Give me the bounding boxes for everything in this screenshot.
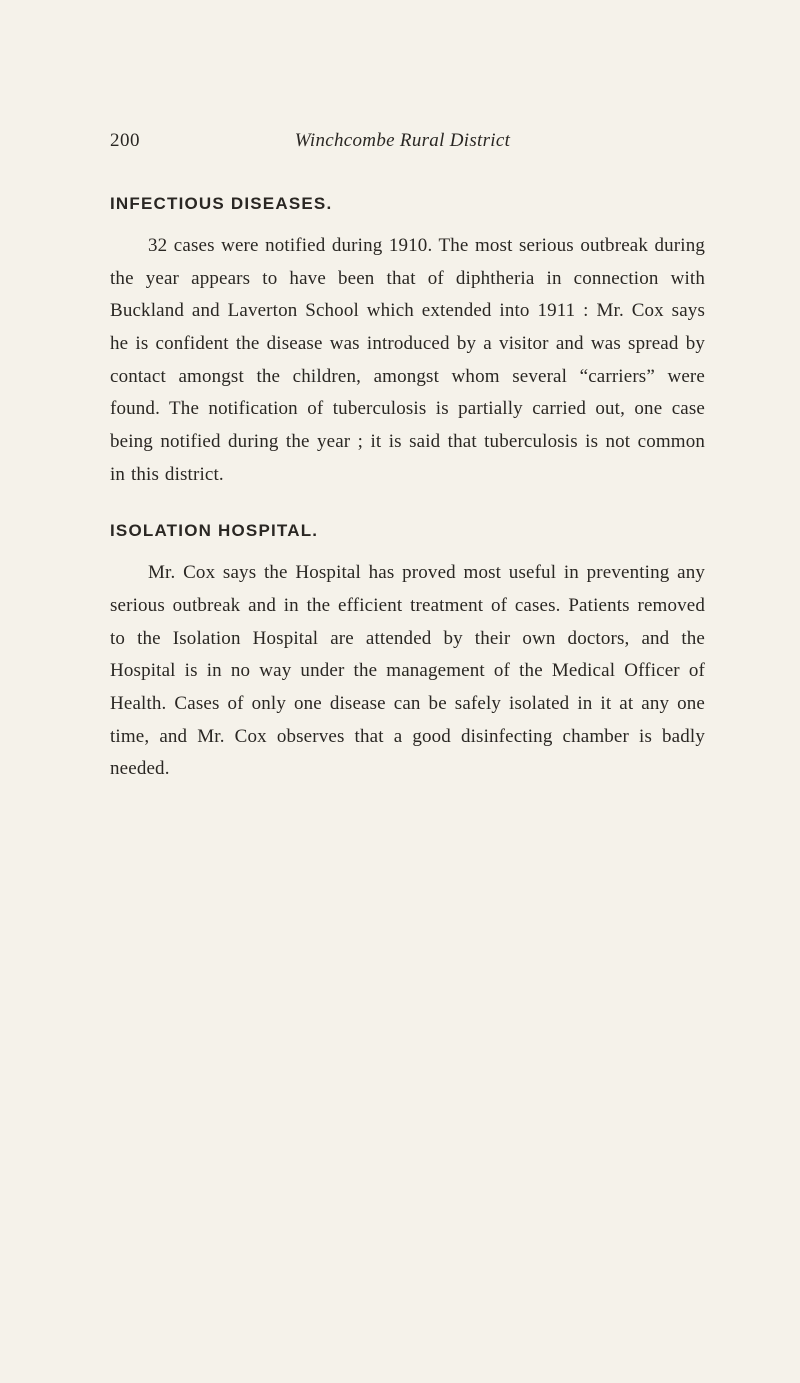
body-paragraph: 32 cases were notified during 1910. The … — [110, 230, 705, 491]
body-paragraph: Mr. Cox says the Hospital has proved mos… — [110, 557, 705, 786]
running-head: 200 Winchcombe Rural District — [110, 130, 705, 152]
page-number: 200 — [110, 130, 140, 152]
document-page: 200 Winchcombe Rural District INFECTIOUS… — [0, 0, 800, 1383]
section-heading-infectious: INFECTIOUS DISEASES. — [110, 194, 705, 214]
section-heading-isolation: ISOLATION HOSPITAL. — [110, 521, 705, 541]
running-title: Winchcombe Rural District — [140, 130, 665, 152]
